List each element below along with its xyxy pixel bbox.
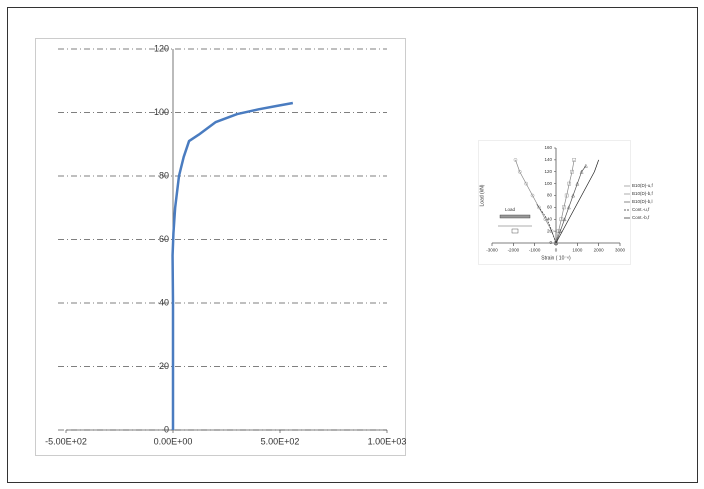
x-tick-label: 1000	[572, 248, 583, 253]
marker	[517, 169, 522, 174]
series-line	[555, 165, 587, 244]
y-tick-label: 120	[544, 169, 552, 174]
legend-label: B10(D)-b,f	[632, 191, 654, 196]
x-tick-label: -5.00E+02	[45, 436, 87, 446]
section	[511, 228, 519, 234]
marker	[566, 205, 571, 210]
y-tick-label: 80	[547, 193, 553, 198]
y-tick-label: 60	[547, 205, 553, 210]
marker	[513, 158, 518, 162]
y-tick-label: 60	[159, 234, 169, 244]
marker	[558, 229, 563, 233]
marker	[579, 169, 584, 174]
chart-frame	[35, 38, 406, 456]
y-tick-label: 100	[154, 107, 169, 117]
marker	[537, 205, 541, 210]
y-tick-label: 160	[544, 145, 552, 150]
marker	[583, 163, 588, 168]
series-line	[555, 159, 599, 244]
series-line	[536, 204, 557, 244]
y-tick-label: 0	[164, 424, 169, 434]
specimen	[499, 214, 531, 219]
inset-frame	[478, 140, 631, 265]
x-tick-label: 5.00E+02	[261, 436, 300, 446]
marker	[530, 193, 535, 198]
legend-label: B10(D)-u,f	[632, 183, 654, 188]
x-tick-label: -3000	[486, 248, 498, 253]
page-frame	[7, 7, 698, 483]
y-tick-label: 120	[154, 43, 169, 53]
legend-label: Cont.-b,f	[632, 215, 650, 220]
y-tick-label: 40	[547, 216, 553, 221]
x-tick-label: 3000	[615, 248, 626, 253]
series-line	[515, 159, 557, 244]
series-line	[555, 159, 575, 244]
legend-label: Cont.-u,f	[632, 207, 650, 212]
x-tick-label: -2000	[508, 248, 520, 253]
marker	[524, 181, 528, 186]
legend-label: B10(D)-b,l	[632, 199, 653, 204]
x-tick-label: 1.00E+03	[368, 436, 407, 446]
y-axis-label: Load (kN)	[479, 184, 485, 206]
y-tick-label: 20	[159, 361, 169, 371]
marker	[549, 229, 554, 233]
y-tick-label: 40	[159, 297, 169, 307]
x-tick-label: 0	[555, 248, 558, 253]
y-tick-label: 20	[547, 228, 553, 233]
x-tick-label: 2000	[594, 248, 605, 253]
x-axis-label: Strain ( 10⁻⁶)	[541, 255, 571, 261]
series-line	[171, 101, 294, 430]
annotation: Load	[505, 207, 516, 212]
x-tick-label: 0.00E+00	[154, 436, 193, 446]
marker	[575, 181, 580, 186]
x-tick-label: -1000	[529, 248, 541, 253]
y-tick-label: 100	[544, 181, 552, 186]
y-tick-label: 140	[544, 157, 552, 162]
marker	[562, 217, 567, 222]
y-tick-label: 80	[159, 170, 169, 180]
marker	[554, 240, 558, 245]
marker	[571, 193, 575, 198]
